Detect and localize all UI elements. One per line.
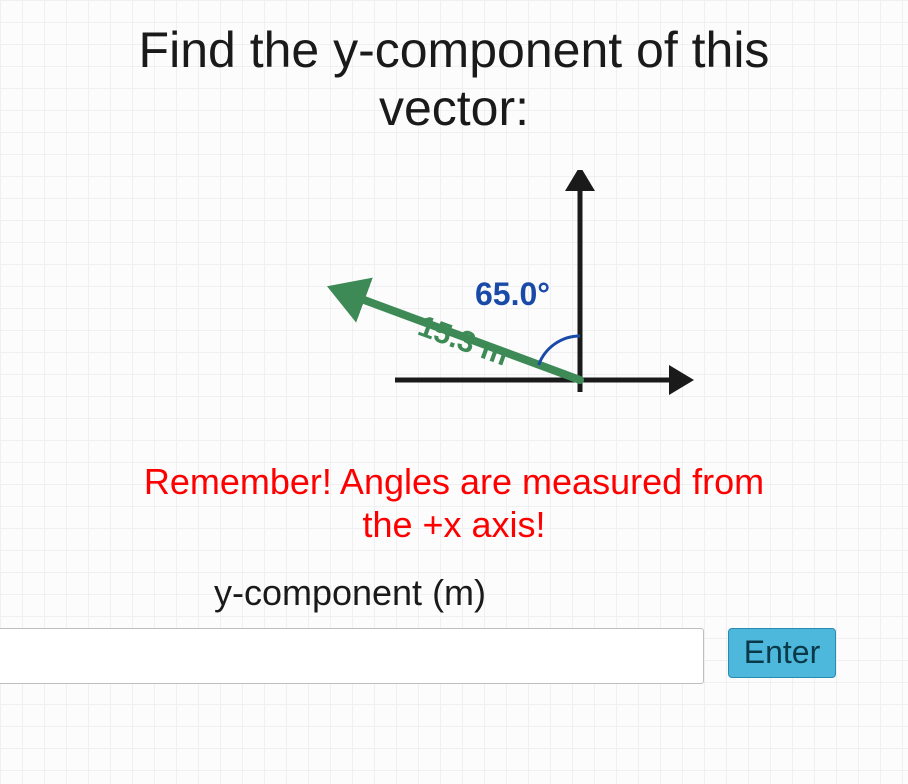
svg-text:65.0°: 65.0° [475,276,550,312]
reminder-text: Remember! Angles are measured from the +… [0,460,908,546]
answer-input[interactable] [0,628,704,684]
reminder-line1: Remember! Angles are measured from [144,461,764,502]
question-line2: vector: [379,80,529,136]
vector-diagram: 65.0°15.3 m [200,170,700,430]
question-text: Find the y-component of this vector: [0,22,908,137]
reminder-line2: the +x axis! [362,504,545,545]
enter-button[interactable]: Enter [728,628,836,678]
svg-text:15.3 m: 15.3 m [414,310,513,373]
question-line1: Find the y-component of this [139,22,770,78]
input-label: y-component (m) [0,572,700,614]
